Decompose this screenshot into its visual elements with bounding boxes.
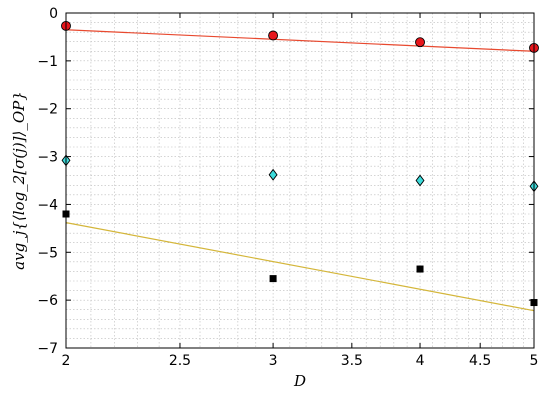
x-axis-title: D [293,372,306,390]
x-tick-label: 5 [530,353,539,369]
circle-point [415,37,425,48]
plot-frame [65,12,535,349]
x-tick-label: 3.5 [341,353,363,369]
square-point [269,275,277,283]
fit-line [65,29,535,52]
y-tick-label: 0 [49,6,58,22]
y-tick-label: −5 [37,245,58,261]
axis-ticks: 2 2.5 3 3.5 4 4.5 5 0 −1 −2 −3 −4 −5 −6 −7 [37,6,538,369]
x-tick-label: 2 [62,353,71,369]
y-tick-label: −3 [37,150,58,166]
y-tick-label: −4 [37,197,58,213]
y-tick-label: −2 [37,102,58,118]
fit-lines [65,29,535,312]
x-tick-label: 2.5 [169,353,191,369]
y-axis-title: avg_j{⟨log_2[σ(j)]⟩_OP} [10,91,28,270]
y-tick-label: −7 [37,341,58,357]
x-tick-label: 4 [416,353,425,369]
y-tick-label: −6 [37,293,58,309]
circle-point [268,30,279,41]
square-point [416,265,424,273]
x-tick-label: 3 [269,353,278,369]
data-markers [61,20,539,307]
y-tick-label: −1 [37,54,58,70]
x-tick-label: 4.5 [469,353,491,369]
fit-line [65,222,535,312]
diamond-point [268,168,278,181]
diamond-point [415,174,425,187]
grid [65,12,535,349]
